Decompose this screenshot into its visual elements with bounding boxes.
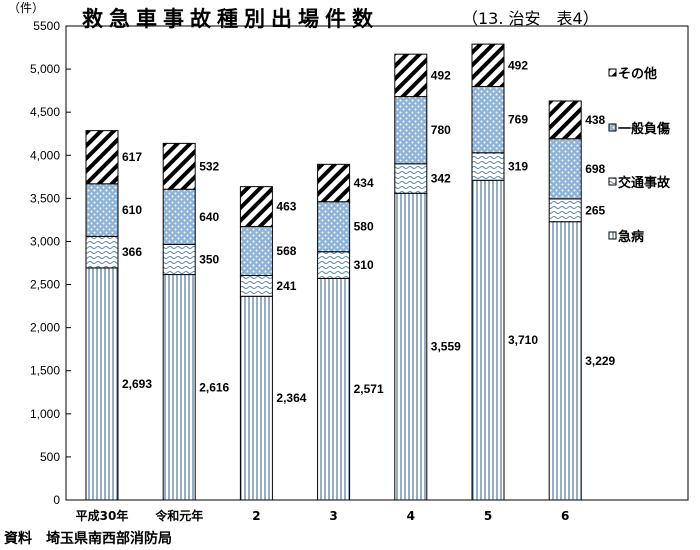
y-tick-label: 1,500 — [30, 364, 60, 378]
value-label: 438 — [585, 113, 605, 127]
legend-swatch — [608, 68, 617, 77]
value-label: 463 — [276, 200, 296, 214]
y-tick-label: 3,500 — [30, 191, 60, 205]
bar-segment-sonota — [162, 142, 196, 190]
value-label: 366 — [122, 245, 142, 259]
value-label: 3,559 — [431, 340, 461, 354]
y-axis: 0 500 1,000 1,500 2,000 2,500 3,000 3,500 4,000 4… — [30, 19, 71, 507]
chart-title: 救急車事故種別出場件数 — [82, 7, 379, 31]
value-label: 241 — [276, 279, 296, 293]
bar-segment-ippan-fusho — [317, 201, 351, 253]
value-label: 698 — [585, 162, 605, 176]
source-note: 資料 埼玉県南西部消防局 — [4, 530, 172, 547]
legend-label: 急病 — [618, 229, 644, 245]
legend-swatch — [608, 177, 617, 186]
value-label: 640 — [199, 210, 219, 224]
y-tick-label: 2,500 — [30, 278, 60, 292]
value-label: 310 — [354, 258, 374, 272]
category-label: 2 — [252, 509, 260, 523]
value-label: 492 — [431, 68, 451, 82]
y-tick-label: 5,000 — [30, 62, 60, 76]
legend-swatch — [608, 231, 617, 240]
value-label: 532 — [199, 159, 219, 173]
value-label: 568 — [276, 244, 296, 258]
value-label: 2,571 — [354, 382, 384, 396]
y-tick-label: 0 — [53, 493, 60, 507]
value-label: 434 — [354, 176, 374, 190]
bar-segment-kotsu-jiko — [548, 198, 582, 223]
bar-segment-sonota — [394, 53, 428, 98]
value-label: 265 — [585, 203, 605, 217]
value-label: 3,710 — [508, 333, 538, 347]
bar-segment-sonota — [548, 100, 582, 140]
value-label: 2,616 — [199, 380, 229, 394]
category-label: 平成30年 — [76, 508, 129, 523]
legend-label: 交通事故 — [618, 175, 671, 191]
plot-frame — [65, 25, 689, 501]
legend-label: その他 — [618, 66, 657, 82]
bar-segment-kyubyo — [239, 295, 273, 501]
value-label: 492 — [508, 58, 528, 72]
value-label: 580 — [354, 220, 374, 234]
bar-segment-sonota — [471, 43, 505, 87]
category-label: 4 — [407, 509, 415, 523]
value-label: 3,229 — [585, 354, 615, 368]
y-tick-label: 500 — [40, 450, 60, 464]
value-label: 2,364 — [276, 391, 306, 405]
bar-segment-kotsu-jiko — [317, 251, 351, 279]
value-label: 610 — [122, 203, 142, 217]
bar-segment-ippan-fusho — [471, 85, 505, 154]
y-tick-label: 5500 — [33, 19, 60, 33]
bar-segment-kyubyo — [317, 277, 351, 501]
value-label: 342 — [431, 172, 451, 186]
chart-subtitle: （13. 治安 表4） — [462, 9, 599, 28]
bar-segment-ippan-fusho — [394, 96, 428, 165]
bar-segment-sonota — [317, 163, 351, 203]
value-label: 350 — [199, 252, 219, 266]
y-tick-label: 1,000 — [30, 407, 60, 421]
legend-swatch — [608, 123, 617, 132]
bar-segment-kotsu-jiko — [394, 163, 428, 194]
bar-segment-ippan-fusho — [548, 138, 582, 200]
x-axis: 平成30年 令和元年 2 3 4 5 6 — [76, 508, 570, 523]
bar-segment-kyubyo — [548, 221, 582, 501]
bar-segment-ippan-fusho — [85, 183, 119, 237]
bar-segment-kotsu-jiko — [239, 274, 273, 297]
bar-segment-sonota — [85, 130, 119, 185]
bar-segment-kotsu-jiko — [85, 235, 119, 269]
category-label: 令和元年 — [154, 508, 203, 523]
y-tick-label: 4,500 — [30, 105, 60, 119]
category-label: 3 — [329, 509, 337, 523]
bars: 2,693 366 610 617 2,616 350 640 532 2,364 241 568 4… — [85, 43, 616, 501]
bar-segment-kyubyo — [394, 192, 428, 501]
category-label: 6 — [561, 509, 569, 523]
y-tick-label: 4,000 — [30, 148, 60, 162]
y-tick-label: 3,000 — [30, 234, 60, 248]
value-label: 2,693 — [122, 377, 152, 391]
legend-label: 一般負傷 — [618, 121, 670, 137]
bar-segment-kyubyo — [471, 179, 505, 501]
bar-segment-kotsu-jiko — [471, 152, 505, 181]
value-label: 780 — [431, 123, 451, 137]
bar-segment-ippan-fusho — [162, 188, 196, 245]
category-label: 5 — [484, 509, 492, 523]
value-label: 319 — [508, 160, 528, 174]
bar-segment-kotsu-jiko — [162, 243, 196, 276]
y-tick-label: 2,000 — [30, 321, 60, 335]
value-label: 769 — [508, 113, 528, 127]
bar-segment-ippan-fusho — [239, 226, 273, 276]
bar-segment-kyubyo — [85, 267, 119, 501]
y-unit-label: （件） — [8, 1, 44, 15]
bar-segment-kyubyo — [162, 274, 196, 501]
bar-segment-sonota — [239, 186, 273, 228]
value-label: 617 — [122, 150, 142, 164]
